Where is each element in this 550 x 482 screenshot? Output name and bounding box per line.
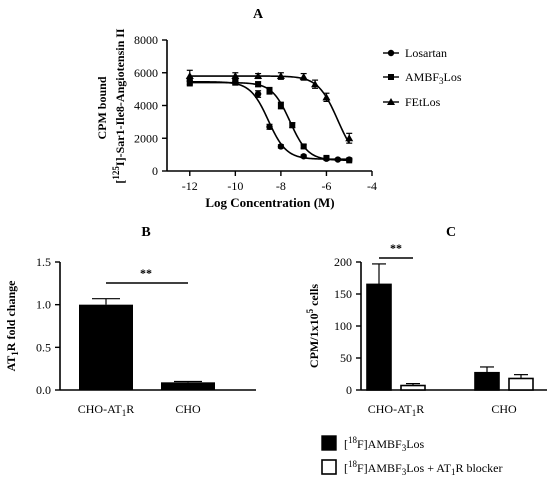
- data-point-ambf3los: [255, 81, 262, 88]
- data-point-ambf3los: [300, 143, 307, 150]
- y-tick-label: 6000: [134, 66, 158, 80]
- legend-triangle-marker: [387, 98, 395, 105]
- data-point-fetlos: [231, 72, 240, 80]
- legend-losartan: Losartan: [405, 46, 447, 60]
- panel-c-category-cho-at1r: CHO-AT1R: [368, 402, 425, 418]
- data-point-ambf3los: [266, 87, 273, 94]
- panel-a-y-label-2: [125I]-Sar1-Ile8-Angiotensin II: [111, 28, 127, 184]
- panel-b-category-cho-at1r: CHO-AT1R: [78, 402, 135, 418]
- data-point-ambf3los: [277, 102, 284, 109]
- bar: [474, 371, 500, 391]
- data-point-losartan: [300, 153, 307, 160]
- panel-c-legend: [18F]AMBF3Los [18F]AMBF3Los + AT1R block…: [321, 435, 502, 477]
- y-tick-label: 0: [346, 383, 352, 397]
- y-tick-label: 200: [334, 255, 352, 269]
- panel-b-category-cho: CHO: [175, 402, 201, 416]
- legend-fetlos: FEtLos: [405, 95, 441, 109]
- data-point-losartan: [334, 156, 342, 163]
- panel-c-bars: [366, 263, 534, 391]
- bar: [400, 384, 426, 391]
- y-tick-label: 8000: [134, 33, 158, 47]
- legend-tracer-blocker: [18F]AMBF3Los + AT1R blocker: [344, 459, 502, 477]
- data-point-ambf3los: [232, 79, 239, 86]
- panel-a-letter: A: [253, 7, 264, 22]
- y-tick-label: 150: [334, 287, 352, 301]
- legend-ambf3los: AMBF3Los: [405, 70, 462, 86]
- data-point-losartan: [266, 123, 273, 130]
- data-point-ambf3los: [186, 79, 193, 86]
- panel-b: B 0.0 0.5 1.0 1.5 ** CHO-AT1R CHO AT1R fold…: [4, 225, 256, 418]
- panel-b-significance-label: **: [140, 266, 152, 280]
- x-tick-label: -4: [367, 179, 377, 193]
- panel-a-x-ticks: -12 -10 -8 -6 -4: [182, 171, 377, 193]
- panel-b-y-ticks: 0.0 0.5 1.0 1.5: [36, 255, 60, 397]
- panel-c-y-label: CPM/1x105 cells: [305, 284, 321, 368]
- panel-a-legend: Losartan AMBF3Los FEtLos: [383, 46, 462, 109]
- legend-open-swatch: [321, 459, 337, 475]
- data-point-fetlos: [311, 80, 320, 88]
- data-point-ambf3los: [323, 154, 330, 161]
- data-point-fetlos: [299, 72, 308, 80]
- panel-b-letter: B: [141, 225, 150, 240]
- y-tick-label: 0: [152, 164, 158, 178]
- y-tick-label: 0.0: [36, 383, 51, 397]
- panel-b-y-label: AT1R fold change: [4, 280, 20, 372]
- panel-a-y-ticks: 0 2000 4000 6000 8000: [134, 33, 167, 178]
- data-point-ambf3los: [289, 122, 296, 129]
- y-tick-label: 1.0: [36, 298, 51, 312]
- data-point-fetlos: [322, 93, 331, 101]
- panel-b-bars: [79, 298, 215, 390]
- panel-a-data-points: [185, 69, 354, 164]
- panel-c-y-ticks: 0 50 100 150 200: [334, 255, 361, 397]
- legend-square-marker: [388, 74, 394, 80]
- legend-filled-swatch: [321, 435, 337, 451]
- y-tick-label: 4000: [134, 99, 158, 113]
- data-point-fetlos: [185, 72, 194, 80]
- data-point-losartan: [277, 143, 285, 150]
- y-tick-label: 1.5: [36, 255, 51, 269]
- x-tick-label: -6: [321, 179, 331, 193]
- data-point-fetlos: [276, 72, 285, 80]
- bar: [508, 377, 534, 391]
- legend-tracer: [18F]AMBF3Los: [344, 435, 425, 453]
- data-point-losartan: [254, 90, 262, 98]
- bar: [79, 304, 133, 390]
- data-point-fetlos: [345, 134, 354, 142]
- y-tick-label: 50: [340, 351, 352, 365]
- x-tick-label: -10: [227, 179, 243, 193]
- panel-c-category-cho: CHO: [491, 402, 517, 416]
- y-tick-label: 2000: [134, 131, 158, 145]
- y-tick-label: 0.5: [36, 340, 51, 354]
- x-tick-label: -12: [182, 179, 198, 193]
- panel-a: A 0 2000 4000 6000 8000 -12 -10 -8 -6 -4 Log Con…: [95, 7, 462, 210]
- panel-c-significance-label: **: [390, 241, 402, 255]
- panel-a-x-label: Log Concentration (M): [205, 195, 334, 210]
- panel-c: C 0 50 100 150 200 ** CHO-AT1R CHO CPM/1x105…: [305, 225, 547, 477]
- bar: [366, 283, 392, 391]
- y-tick-label: 100: [334, 319, 352, 333]
- bar: [161, 382, 215, 390]
- panel-a-y-label-1: CPM bound: [95, 76, 109, 139]
- x-tick-label: -8: [276, 179, 286, 193]
- legend-circle-marker: [387, 49, 395, 57]
- fit-curve-fetlos: [189, 75, 350, 144]
- data-point-fetlos: [254, 72, 263, 80]
- data-point-ambf3los: [346, 157, 353, 164]
- panel-c-letter: C: [446, 225, 456, 240]
